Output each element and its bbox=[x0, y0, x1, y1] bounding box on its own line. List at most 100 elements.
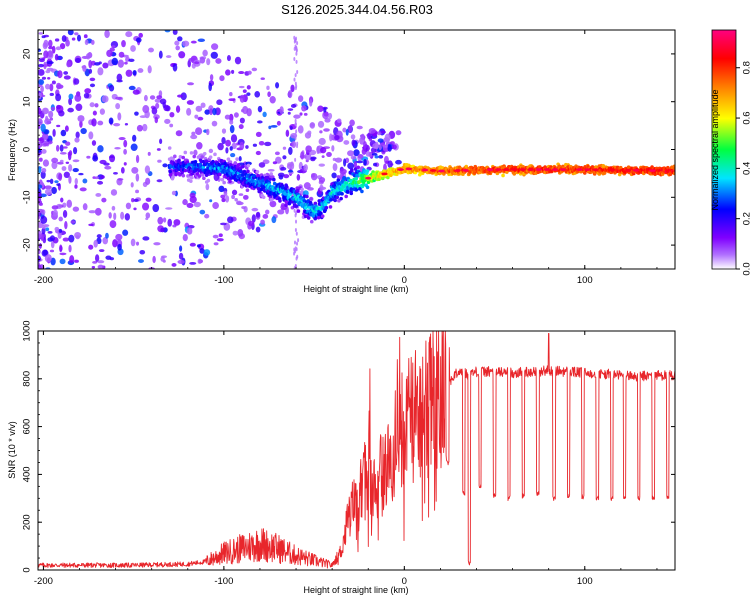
spectrogram-noise-blob bbox=[91, 118, 97, 127]
spectrogram-noise-blob bbox=[48, 46, 54, 50]
spectrogram-ridge-point bbox=[202, 151, 207, 156]
spectrogram-noise-blob bbox=[38, 137, 44, 142]
spectrogram-ridge-point bbox=[255, 169, 260, 174]
spectrogram-noise-blob bbox=[82, 203, 88, 211]
spectrogram-noise-blob bbox=[272, 161, 278, 165]
spectrogram-noise-blob bbox=[265, 209, 270, 215]
spectrogram-noise-blob bbox=[44, 254, 52, 263]
spectrogram-noise-blob bbox=[64, 220, 68, 230]
spectrogram-noise-blob bbox=[49, 249, 55, 253]
spectrogram-ridge-point bbox=[220, 177, 225, 182]
spectrogram-noise-blob bbox=[212, 107, 217, 116]
spectrogram-noise-blob bbox=[291, 140, 297, 149]
spectrogram-peak-mark bbox=[421, 168, 429, 172]
spectrogram-noise-blob bbox=[204, 109, 211, 115]
spectrogram-noise-blob bbox=[38, 92, 42, 100]
spectrogram-noise-blob bbox=[124, 61, 128, 65]
spectrogram-noise-blob bbox=[303, 112, 308, 116]
spectrogram-ridge-point bbox=[350, 168, 354, 172]
spectrogram-noise-blob bbox=[186, 202, 194, 208]
spectrogram-ridge-point bbox=[354, 176, 359, 181]
spectrogram-ridge-point bbox=[222, 180, 226, 185]
spectrogram-noise-blob bbox=[368, 151, 373, 158]
colorbar: 0.0 0.2 0.4 0.6 0.8 Normalized spectral ampl… bbox=[710, 29, 750, 276]
spectrogram-noise-blob bbox=[194, 61, 200, 65]
spectrogram-ridge-point bbox=[228, 179, 232, 184]
spectrogram-noise-blob bbox=[114, 147, 121, 150]
spectrogram-noise-blob bbox=[106, 49, 113, 58]
spectrogram-peak-mark bbox=[543, 168, 551, 171]
spectrogram-noise-blob bbox=[73, 146, 78, 155]
spectrogram-noise-blob bbox=[50, 240, 55, 249]
spectrogram-ridge-point bbox=[286, 195, 291, 200]
spectrogram-streak-blob bbox=[295, 231, 298, 236]
spectrogram-noise-blob bbox=[102, 237, 109, 245]
spectrogram-noise-blob bbox=[77, 115, 85, 122]
spectrogram-ridge-point bbox=[187, 162, 192, 167]
spectrogram-streak-blob bbox=[294, 263, 297, 268]
spectrogram-noise-blob bbox=[84, 39, 89, 46]
spectrogram-noise-blob bbox=[74, 231, 81, 239]
spectrogram-streak-blob bbox=[294, 73, 297, 78]
spectrogram-ridge-point bbox=[316, 215, 321, 220]
spectrogram-noise-blob bbox=[255, 211, 261, 218]
spectrogram-noise-blob bbox=[49, 117, 54, 121]
spectrogram-peak-mark bbox=[405, 167, 413, 171]
spectrogram-peak-mark bbox=[454, 169, 461, 172]
spectrogram-ridge-point bbox=[386, 175, 390, 180]
spectrogram-noise-blob bbox=[188, 57, 196, 61]
spectrogram-noise-blob bbox=[348, 125, 353, 133]
spectrogram-noise-blob bbox=[88, 68, 93, 74]
spectrogram-noise-blob bbox=[242, 89, 247, 94]
spectrogram-ridge-point bbox=[256, 173, 260, 178]
spectrogram-noise-blob bbox=[60, 129, 67, 137]
colorbar-label: Normalized spectral amplitude bbox=[710, 89, 720, 210]
spectrogram-streak-blob bbox=[294, 118, 297, 123]
spectrogram-streak-blob bbox=[294, 38, 297, 43]
spectrogram-noise-blob bbox=[189, 195, 197, 204]
spectrogram-noise-blob bbox=[209, 74, 214, 81]
spectrogram-noise-blob bbox=[304, 152, 312, 161]
spectrogram-noise-blob bbox=[94, 176, 100, 180]
spectrogram-noise-blob bbox=[59, 144, 64, 152]
spectrogram-ridge-point bbox=[223, 169, 228, 173]
spectrogram-noise-blob bbox=[287, 108, 294, 111]
spectrogram-noise-blob bbox=[128, 58, 135, 63]
spectrogram-noise-blob bbox=[182, 233, 188, 242]
spectrogram-noise-blob bbox=[103, 162, 110, 166]
spectrogram-ridge-point bbox=[239, 169, 243, 174]
spectrogram-noise-blob bbox=[260, 77, 265, 80]
spectrogram-noise-blob bbox=[283, 174, 290, 179]
spectrogram-ridge-point bbox=[278, 199, 282, 203]
spectrogram-noise-blob bbox=[229, 124, 235, 134]
spectrogram-noise-blob bbox=[363, 159, 367, 166]
spectrogram-noise-blob bbox=[238, 85, 245, 89]
spectrogram-noise-blob bbox=[66, 199, 73, 208]
spectrogram-streak-blob bbox=[293, 247, 296, 252]
spectrogram-noise-blob bbox=[43, 39, 49, 48]
spectrogram-ridge-point bbox=[245, 188, 250, 193]
spectrogram-noise-blob bbox=[111, 205, 116, 211]
spectrogram-peak-mark bbox=[486, 168, 494, 172]
spectrogram-noise-blob bbox=[117, 59, 125, 68]
spectrogram-noise-blob bbox=[208, 82, 212, 92]
spectrogram-ridge-point bbox=[601, 163, 606, 168]
spectrogram-noise-blob bbox=[124, 122, 129, 126]
spectrogram-ridge-point bbox=[284, 184, 289, 189]
spectrogram-noise-blob bbox=[267, 168, 275, 172]
spectrogram-ridge-point bbox=[344, 194, 348, 199]
spectrogram-ridge-point bbox=[189, 179, 193, 183]
spectrogram-noise-blob bbox=[175, 130, 183, 137]
spectrogram-noise-blob bbox=[97, 67, 104, 76]
spectrogram-noise-blob bbox=[199, 209, 206, 215]
spectrogram-noise-blob bbox=[139, 250, 146, 255]
spectrogram-noise-blob bbox=[154, 98, 162, 103]
spectrogram-ridge-point bbox=[365, 169, 370, 173]
spectrogram-ridge-point bbox=[618, 165, 623, 170]
spectrogram-noise-blob bbox=[94, 207, 102, 216]
spectrogram-streak-blob bbox=[295, 46, 298, 51]
spectrogram-noise-blob bbox=[51, 80, 56, 85]
spectrogram-noise-blob bbox=[266, 85, 270, 90]
spectrogram-noise-blob bbox=[51, 205, 59, 210]
spectrogram-noise-blob bbox=[62, 146, 68, 149]
